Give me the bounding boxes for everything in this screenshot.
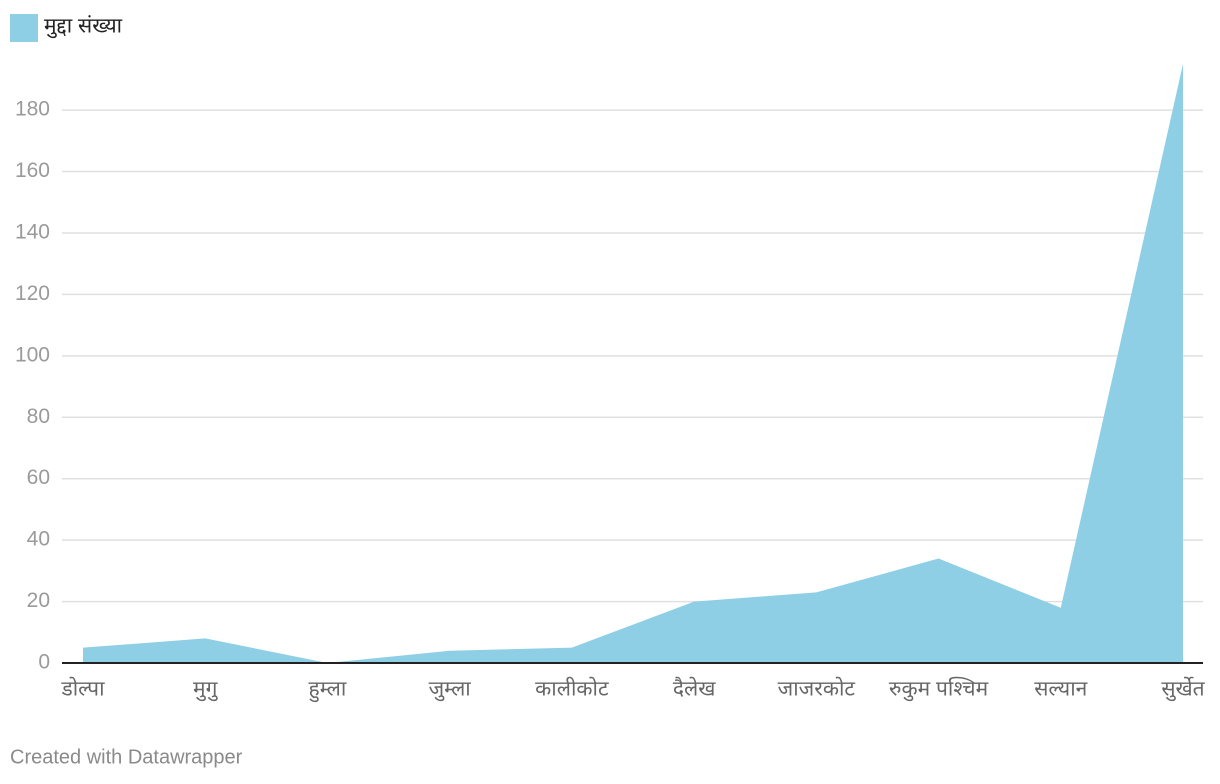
x-tick-label: रुकुम पश्चिम	[889, 677, 989, 702]
y-tick-label: 0	[38, 651, 50, 674]
y-tick-label: 40	[27, 528, 50, 551]
x-tick-label: हुम्ला	[309, 678, 347, 703]
area	[83, 64, 1183, 663]
y-tick-label: 180	[15, 98, 50, 121]
x-tick-label: सल्यान	[1034, 678, 1087, 701]
x-tick-label: कालीकोट	[535, 677, 609, 701]
y-tick-label: 140	[15, 220, 50, 243]
x-tick-label: डोल्पा	[60, 677, 105, 701]
legend-label: मुद्दा संख्या	[44, 15, 123, 39]
x-tick-label: दैलेख	[673, 677, 716, 701]
footer: Created with Datawrapper	[10, 746, 243, 768]
x-tick-label: मुगु	[193, 678, 219, 702]
y-tick-label: 20	[27, 589, 50, 612]
y-tick-label: 60	[27, 466, 50, 489]
x-tick-label: सुर्खेत	[1161, 677, 1205, 702]
y-tick-label: 80	[27, 405, 50, 428]
legend-swatch	[10, 14, 38, 42]
x-tick-label: जुम्ला	[429, 678, 472, 702]
y-tick-label: 160	[15, 159, 50, 182]
y-tick-label: 120	[15, 282, 50, 305]
x-tick-label: जाजरकोट	[778, 677, 856, 701]
y-tick-label: 100	[15, 343, 50, 366]
